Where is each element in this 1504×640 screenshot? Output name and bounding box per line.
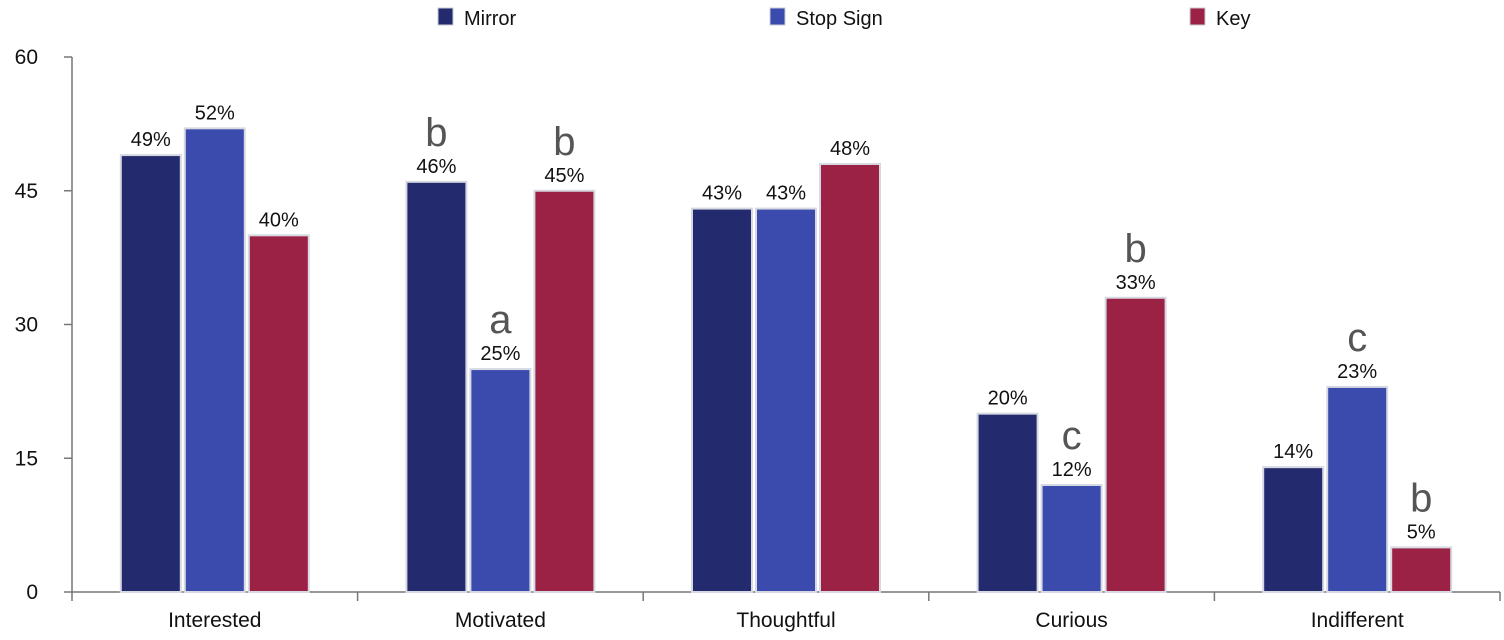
data-label: 40% [259,209,299,231]
data-label: 14% [1273,441,1313,463]
legend: Mirror Stop Sign Key [437,7,1250,30]
legend-swatch [769,7,786,26]
data-label: 12% [1052,459,1092,481]
bar [119,154,182,593]
x-axis: Interested Motivated Thoughtful Curious Indi… [71,591,1501,632]
significance-letter: b [425,111,447,155]
data-label: 46% [416,156,456,178]
data-label: 23% [1337,361,1377,383]
legend-item-mirror: Mirror [437,7,517,30]
data-label: 33% [1116,272,1156,294]
bar [247,234,310,593]
significance-letter: b [1410,476,1432,520]
legend-item-key: Key [1189,7,1250,30]
y-tick-label: 30 [15,314,38,337]
data-label: 5% [1407,521,1436,543]
bar [755,207,817,593]
x-category-label: Thoughtful [736,609,835,632]
bar [533,189,596,593]
bar [1390,546,1453,594]
x-category-label: Indifferent [1311,609,1404,632]
legend-item-stop-sign: Stop Sign [769,7,883,30]
bar [1262,466,1325,593]
bar [1104,296,1167,593]
bar [1040,484,1103,593]
data-label: 48% [830,138,870,160]
significance-letter: a [489,298,512,342]
data-label: 52% [195,102,235,124]
significance-letter: b [1124,227,1146,271]
legend-label: Mirror [464,8,517,30]
data-label: 43% [766,183,806,205]
data-label: 45% [544,165,584,187]
bar [691,207,753,593]
legend-label: Key [1216,8,1250,30]
data-label: 25% [480,343,520,365]
x-category-label: Interested [168,609,261,632]
legend-swatch [1189,7,1206,26]
x-category-label: Curious [1035,609,1107,632]
y-tick-label: 15 [15,447,38,470]
bar [469,368,532,594]
y-tick-label: 60 [15,46,38,69]
bars [119,127,1453,594]
legend-swatch [437,7,454,26]
bar [819,163,881,593]
data-label: 49% [131,129,171,151]
significance-letter: b [553,120,575,164]
legend-label: Stop Sign [796,8,883,30]
data-label: 20% [988,388,1028,410]
data-labels: 49%52%40%46%b25%a45%b43% 43%48%20%12%c33%… [131,102,1436,543]
bar [976,412,1039,593]
significance-letter: c [1347,316,1367,360]
bar [405,180,468,593]
bar [1326,385,1389,593]
y-axis: 0 15 30 45 60 [15,46,73,604]
x-category-label: Motivated [455,609,546,632]
y-tick-label: 0 [26,581,38,604]
data-label: 43% [702,183,742,205]
significance-letter: c [1062,414,1082,458]
y-tick-label: 45 [15,180,38,203]
bar [183,127,246,593]
